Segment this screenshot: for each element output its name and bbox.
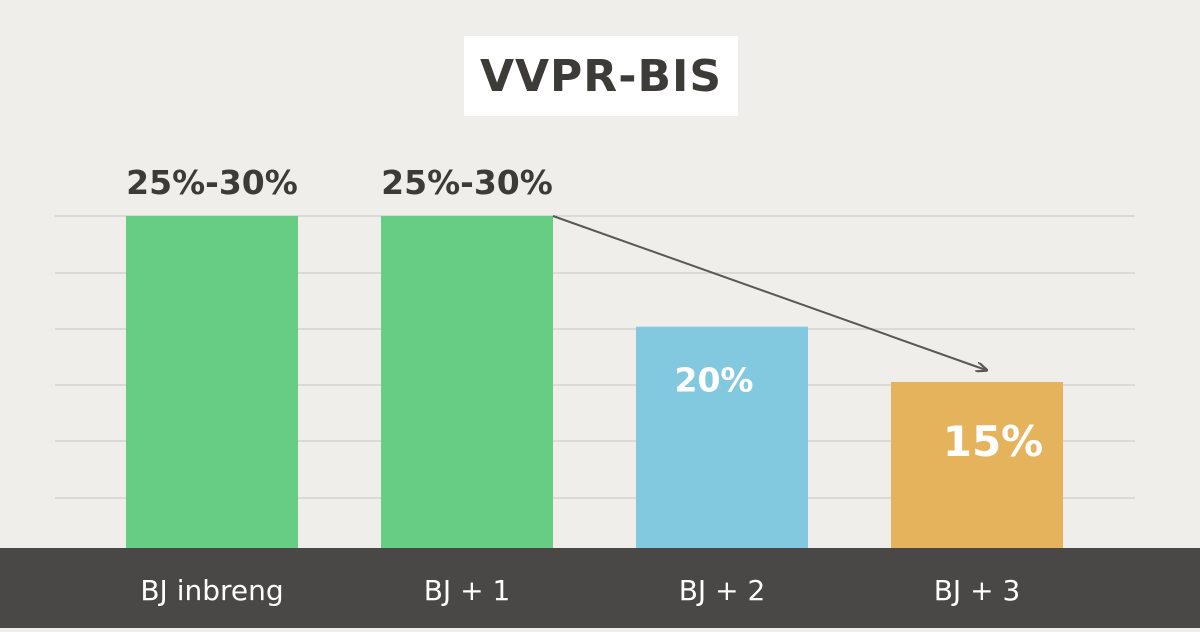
bar-1 (126, 216, 298, 548)
chart-title-box: VVPR-BIS (464, 36, 738, 116)
x-tick-label-2: BJ + 1 (424, 574, 511, 607)
x-tick-label-4: BJ + 3 (934, 574, 1021, 607)
value-label-3: 20% (675, 361, 754, 400)
trend-arrow (552, 215, 986, 370)
x-axis-band (0, 548, 1200, 628)
bar-4 (891, 382, 1063, 548)
x-tick-label-1: BJ inbreng (140, 574, 283, 607)
value-label-2: 25%-30% (381, 163, 553, 202)
chart-title: VVPR-BIS (479, 50, 723, 102)
bar-2 (381, 216, 553, 548)
bar-3 (636, 326, 808, 548)
x-tick-label-3: BJ + 2 (679, 574, 766, 607)
value-label-1: 25%-30% (126, 163, 298, 202)
value-label-4: 15% (943, 417, 1044, 466)
